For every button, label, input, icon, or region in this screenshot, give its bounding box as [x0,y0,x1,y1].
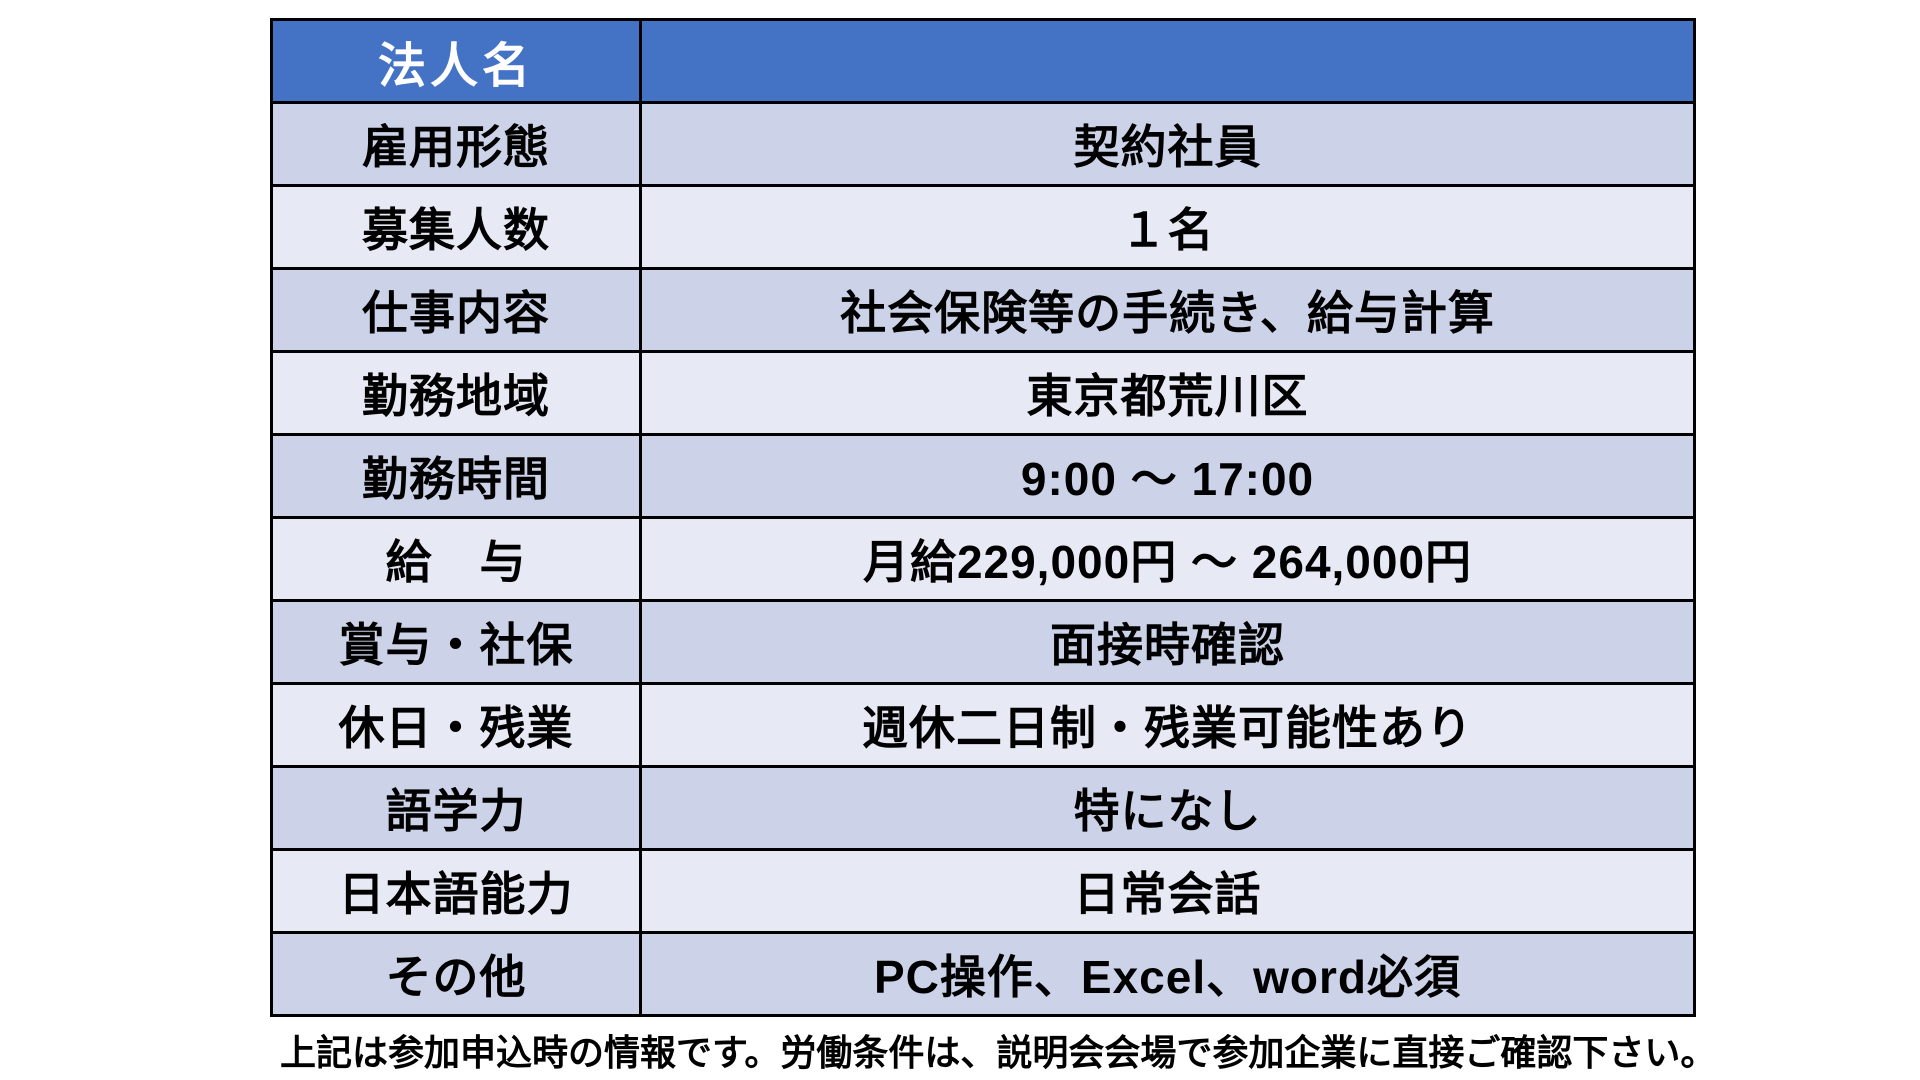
row-value: 月給229,000円 ～ 264,000円 [639,516,1696,602]
table-row-job-description: 仕事内容 社会保険等の手続き、給与計算 [270,267,1696,353]
row-value: １名 [639,184,1696,270]
row-value: PC操作、Excel、word必須 [639,931,1696,1017]
table-row-openings: 募集人数 １名 [270,184,1696,270]
row-label: 語学力 [270,765,642,851]
row-label: 給 与 [270,516,642,602]
row-value: 社会保険等の手続き、給与計算 [639,267,1696,353]
row-label: 賞与・社保 [270,599,642,685]
row-value: 東京都荒川区 [639,350,1696,436]
row-value: 週休二日制・残業可能性あり [639,682,1696,768]
row-value: 面接時確認 [639,599,1696,685]
table-row-other: その他 PC操作、Excel、word必須 [270,931,1696,1017]
row-value: 9:00 ～ 17:00 [639,433,1696,519]
row-value: 日常会話 [639,848,1696,934]
table-row-corporate-name: 法人名 [270,18,1696,104]
row-label: 休日・残業 [270,682,642,768]
table-row-holidays-overtime: 休日・残業 週休二日制・残業可能性あり [270,682,1696,768]
table-row-work-hours: 勤務時間 9:00 ～ 17:00 [270,433,1696,519]
table-row-japanese-ability: 日本語能力 日常会話 [270,848,1696,934]
row-label: 日本語能力 [270,848,642,934]
table-row-language-skill: 語学力 特になし [270,765,1696,851]
row-label: 募集人数 [270,184,642,270]
footer-note: 上記は参加申込時の情報です。労働条件は、説明会会場で参加企業に直接ご確認下さい。 [280,1032,1717,1073]
row-label: 仕事内容 [270,267,642,353]
row-label: 勤務地域 [270,350,642,436]
row-label-corporate-name: 法人名 [270,18,642,104]
table-row-work-area: 勤務地域 東京都荒川区 [270,350,1696,436]
job-info-table-body: 法人名 雇用形態 契約社員 募集人数 １名 仕事内容 社会保険等の手続き、給与計… [270,18,1696,1017]
row-value-corporate-name [639,18,1696,104]
row-value: 契約社員 [639,101,1696,187]
row-label: 雇用形態 [270,101,642,187]
table-row-bonus-insurance: 賞与・社保 面接時確認 [270,599,1696,685]
job-info-table: 法人名 雇用形態 契約社員 募集人数 １名 仕事内容 社会保険等の手続き、給与計… [270,18,1696,1017]
row-value: 特になし [639,765,1696,851]
row-label: その他 [270,931,642,1017]
table-row-salary: 給 与 月給229,000円 ～ 264,000円 [270,516,1696,602]
table-row-employment-type: 雇用形態 契約社員 [270,101,1696,187]
row-label: 勤務時間 [270,433,642,519]
